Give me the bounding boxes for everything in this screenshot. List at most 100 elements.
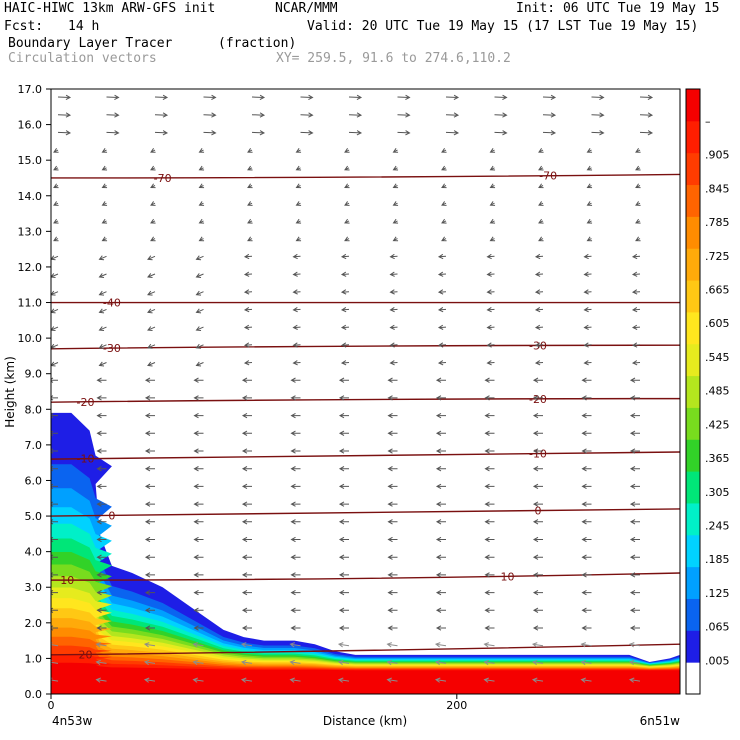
vector-arrow bbox=[635, 201, 641, 206]
vector-arrow bbox=[591, 130, 605, 136]
vector-arrow bbox=[147, 361, 156, 367]
vector-arrow bbox=[434, 677, 447, 683]
vector-arrow bbox=[147, 273, 156, 278]
vector-arrow bbox=[144, 483, 155, 490]
vector-arrow bbox=[387, 377, 398, 383]
vector-arrow bbox=[484, 466, 495, 472]
forecast-label: Fcst: bbox=[4, 19, 44, 34]
vector-arrow bbox=[51, 572, 58, 578]
vector-arrow bbox=[434, 659, 447, 666]
y-tick-label: 16.0 bbox=[18, 119, 43, 132]
vector-arrow bbox=[435, 377, 446, 383]
vector-arrow bbox=[387, 430, 398, 436]
vector-arrow bbox=[340, 342, 350, 348]
vector-arrow bbox=[101, 148, 108, 153]
vector-arrow bbox=[532, 625, 543, 631]
vector-arrow bbox=[586, 148, 593, 153]
colorbar-swatch bbox=[686, 566, 700, 599]
vector-arrow bbox=[96, 377, 107, 383]
vector-arrow bbox=[144, 625, 155, 631]
vector-arrow bbox=[247, 148, 253, 153]
vector-arrow bbox=[389, 253, 398, 260]
vector-arrow bbox=[300, 112, 314, 118]
vector-arrow bbox=[96, 572, 107, 578]
vector-arrow bbox=[57, 112, 72, 118]
vector-arrow bbox=[532, 395, 543, 401]
vector-arrow bbox=[98, 361, 107, 367]
vector-arrow bbox=[387, 589, 398, 596]
vector-arrow bbox=[243, 342, 253, 348]
plot-frame bbox=[50, 88, 681, 695]
vector-arrow bbox=[639, 130, 654, 136]
vector-arrow bbox=[241, 501, 252, 507]
vector-arrow bbox=[154, 112, 169, 118]
vector-arrow bbox=[631, 289, 641, 295]
vector-arrow bbox=[629, 589, 640, 596]
vector-arrow bbox=[290, 625, 301, 631]
vector-arrow bbox=[583, 307, 592, 313]
vector-arrow bbox=[338, 589, 349, 596]
vector-arrow bbox=[628, 677, 641, 683]
vector-arrow bbox=[489, 165, 496, 171]
vector-arrow bbox=[338, 466, 349, 472]
vector-arrow bbox=[389, 307, 398, 313]
vector-arrow bbox=[51, 255, 59, 261]
vector-arrow bbox=[635, 183, 641, 189]
vector-arrow bbox=[484, 430, 495, 436]
vector-arrow bbox=[195, 343, 204, 349]
vector-arrow bbox=[150, 183, 156, 189]
y-tick-label: 9.0 bbox=[25, 368, 43, 381]
contour-line bbox=[51, 397, 680, 403]
y-tick-label: 10.0 bbox=[18, 332, 43, 345]
vector-arrow bbox=[53, 218, 59, 224]
vector-arrow bbox=[247, 236, 253, 242]
vector-arrow bbox=[591, 94, 605, 100]
vector-arrow bbox=[143, 659, 156, 666]
vector-arrow bbox=[532, 589, 543, 596]
y-tick-label: 14.0 bbox=[18, 190, 43, 203]
vector-arrow bbox=[241, 448, 252, 454]
y-tick-label: 2.0 bbox=[25, 617, 43, 630]
vector-arrow bbox=[192, 659, 204, 666]
vector-arrow bbox=[51, 554, 58, 560]
vector-arrow bbox=[538, 183, 544, 189]
vector-arrow bbox=[386, 659, 398, 666]
vector-arrow bbox=[387, 536, 398, 543]
vector-arrow bbox=[243, 307, 253, 313]
vector-arrow bbox=[53, 236, 59, 242]
vector-arrow bbox=[581, 554, 592, 560]
colorbar-label: .125 bbox=[705, 587, 730, 600]
y-tick-label: 7.0 bbox=[25, 439, 43, 452]
colorbar-label: .305 bbox=[705, 486, 730, 499]
contour-label: -70 bbox=[539, 170, 557, 183]
vector-arrow bbox=[387, 483, 398, 490]
colorbar-frame bbox=[685, 88, 701, 695]
vector-arrow bbox=[290, 430, 301, 436]
vector-arrow bbox=[486, 342, 495, 348]
vector-arrow bbox=[387, 625, 398, 631]
colorbar-swatch bbox=[686, 216, 700, 249]
vector-arrow bbox=[435, 501, 446, 507]
vector-arrow bbox=[629, 501, 640, 507]
vector-arrow bbox=[51, 273, 59, 278]
vector-arrow bbox=[387, 466, 398, 472]
vector-arrow bbox=[338, 501, 349, 507]
vector-arrow bbox=[389, 289, 398, 295]
vector-arrow bbox=[338, 536, 349, 543]
vector-arrow bbox=[203, 112, 217, 118]
y-tick-label: 1.0 bbox=[25, 652, 43, 665]
vector-arrow bbox=[581, 572, 592, 578]
vector-arrow bbox=[532, 572, 543, 578]
vector-arrow bbox=[147, 255, 156, 261]
y-tick-label: 13.0 bbox=[18, 225, 43, 238]
vector-arrow bbox=[437, 253, 447, 260]
vector-arrow bbox=[143, 642, 156, 648]
vector-arrow bbox=[484, 412, 495, 419]
vector-arrow bbox=[241, 589, 252, 596]
vector-arrow bbox=[51, 625, 58, 631]
center-label: NCAR/MMM bbox=[275, 1, 338, 16]
vector-arrow bbox=[532, 448, 543, 454]
vector-arrow bbox=[195, 326, 204, 332]
vector-arrow bbox=[243, 253, 253, 260]
colorbar-label: .845 bbox=[705, 182, 730, 195]
